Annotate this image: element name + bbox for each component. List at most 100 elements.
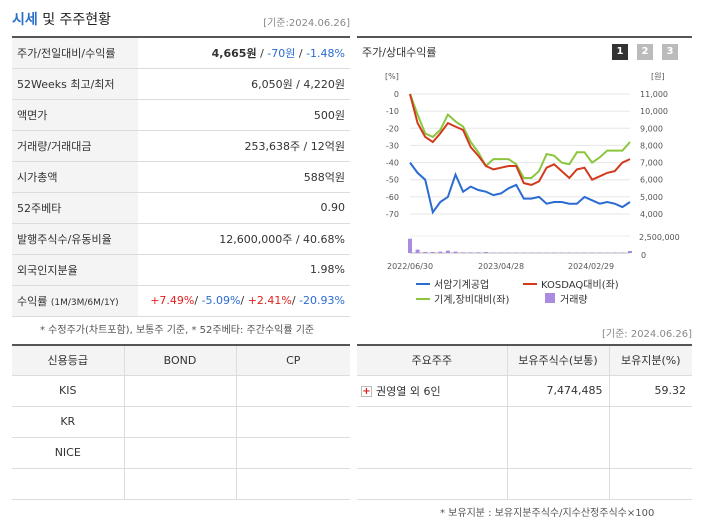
expand-plus-icon[interactable]: +	[361, 386, 372, 397]
empty-cell	[506, 468, 609, 500]
volume-bar	[544, 252, 549, 254]
empty-cell	[357, 406, 507, 437]
legend-kosdaq: KOSDAQ대비(좌)	[541, 279, 619, 291]
quote-value: 500원	[138, 99, 350, 131]
holders-header-row: 주요주주 보유주식수(보통) 보유지분(%)	[357, 344, 692, 376]
quote-value: 253,638주 / 12억원	[138, 130, 350, 162]
volume-bar	[529, 252, 534, 254]
volume-bar	[582, 252, 587, 254]
quote-table: 주가/전일대비/수익률 4,665원 / -70원 / -1.48% 52Wee…	[12, 36, 350, 317]
right-tick-label: 8,000	[640, 141, 663, 150]
credit-rating-table: 신용등급 BOND CP KIS KR NICE	[12, 344, 350, 500]
quote-label: 액면가	[12, 99, 138, 131]
credit-header-row: 신용등급 BOND CP	[12, 344, 350, 376]
holder-shares: 7,474,485	[506, 375, 609, 407]
volume-bar	[628, 250, 632, 253]
cp-cell	[235, 437, 350, 469]
holders-header: 보유지분(%)	[608, 344, 692, 376]
price-rate: -1.48%	[306, 46, 345, 60]
empty-cell	[506, 437, 609, 469]
quote-row: 외국인지분율 1.98%	[12, 254, 350, 286]
quote-label: 발행주식수/유동비율	[12, 223, 138, 255]
volume-bar	[559, 252, 564, 254]
quote-label: 외국인지분율	[12, 254, 138, 286]
right-tick-label: 4,000	[640, 210, 663, 219]
quote-row: 액면가 500원	[12, 99, 350, 131]
right-tick-label: 6,000	[640, 176, 663, 185]
right-tick-label: 11,000	[640, 90, 668, 99]
credit-agency	[12, 468, 124, 500]
holders-footnote: * 보유지분 : 보유지분주식수/지수산정주식수×100	[440, 508, 655, 519]
right-tick-label: 9,000	[640, 124, 663, 133]
quote-value: 6,050원 / 4,220원	[138, 68, 350, 100]
quote-label: 52주베타	[12, 192, 138, 224]
returns-label-sub: (1M/3M/6M/1Y)	[50, 297, 119, 308]
title-main: 시세	[12, 12, 38, 28]
sep: /	[256, 46, 268, 60]
quote-row-returns: 수익률 (1M/3M/6M/1Y) +7.49%/ -5.09%/ +2.41%…	[12, 285, 350, 317]
legend-swatch-volume	[545, 293, 555, 303]
price-now: 4,665원	[211, 46, 257, 60]
chart-page-3-button[interactable]: 3	[662, 44, 678, 60]
volume-bar	[491, 252, 496, 254]
quote-value: 1.98%	[138, 254, 350, 286]
credit-header: CP	[235, 344, 350, 376]
chart-page-1-button[interactable]: 1	[612, 44, 628, 60]
left-tick-label: -70	[386, 210, 399, 219]
volume-bar	[483, 251, 488, 253]
right-tick-label: 7,000	[640, 159, 663, 168]
credit-agency: NICE	[12, 437, 124, 469]
credit-header: BOND	[123, 344, 236, 376]
quote-label: 거래량/거래대금	[12, 130, 138, 162]
chart-title: 주가/상대수익률	[362, 46, 437, 59]
quote-row-price: 주가/전일대비/수익률 4,665원 / -70원 / -1.48%	[12, 36, 350, 69]
volume-bar	[597, 252, 602, 254]
volume-bar	[521, 252, 526, 254]
x-tick-label: 2023/04/28	[478, 262, 524, 271]
empty-cell	[357, 468, 507, 500]
credit-row: KIS	[12, 375, 350, 407]
left-axis-unit: [%]	[385, 72, 399, 81]
bond-cell	[123, 437, 236, 469]
legend-volume: 거래량	[560, 294, 588, 306]
volume-bar	[590, 252, 595, 254]
left-tick-labels: 0 -10 -20 -30 -40 -50 -60 -70	[386, 90, 399, 219]
holder-name: 권영열 외 6인	[376, 384, 441, 398]
stock-chart: [%] [원] 0 -10 -20 -30 -40 -50 -60 -70 11,000 10,…	[385, 72, 680, 306]
left-tick-label: -20	[386, 124, 399, 133]
bond-cell	[123, 406, 236, 438]
left-tick-label: -50	[386, 176, 399, 185]
credit-header: 신용등급	[12, 344, 124, 376]
cp-cell	[235, 406, 350, 438]
left-tick-label: 0	[394, 90, 399, 99]
price-line	[409, 162, 631, 215]
volume-bars	[408, 238, 632, 254]
holder-pct: 59.32	[608, 375, 692, 407]
volume-bar	[499, 252, 504, 254]
holders-header: 보유주식수(보통)	[506, 344, 609, 376]
volume-bar	[552, 252, 557, 254]
quote-row: 거래량/거래대금 253,638주 / 12억원	[12, 130, 350, 162]
empty-cell	[608, 437, 692, 469]
chart-page-2-button[interactable]: 2	[637, 44, 653, 60]
holders-header: 주요주주	[357, 344, 507, 376]
sep: /	[194, 294, 202, 307]
quote-label: 수익률 (1M/3M/6M/1Y)	[12, 285, 138, 317]
volume-bar	[514, 252, 519, 254]
volume-bar	[453, 251, 458, 253]
volume-bar	[445, 250, 450, 253]
volume-bar	[476, 252, 481, 253]
quote-row: 52주베타 0.90	[12, 192, 350, 224]
credit-row: NICE	[12, 437, 350, 469]
empty-cell	[357, 437, 507, 469]
shareholders-table: 주요주주 보유주식수(보통) 보유지분(%) + 권영열 외 6인 7,474,4…	[357, 344, 692, 500]
cp-cell	[235, 468, 350, 500]
holder-row: + 권영열 외 6인 7,474,485 59.32	[357, 375, 692, 407]
x-tick-label: 2024/02/29	[568, 262, 614, 271]
quote-value: 0.90	[138, 192, 350, 224]
quote-row: 발행주식수/유동비율 12,600,000주 / 40.68%	[12, 223, 350, 255]
right-axis-unit: [원]	[651, 72, 665, 81]
quote-label: 52Weeks 최고/최저	[12, 68, 138, 100]
bond-cell	[123, 468, 236, 500]
volume-tick-label: 2,500,000	[639, 233, 680, 242]
